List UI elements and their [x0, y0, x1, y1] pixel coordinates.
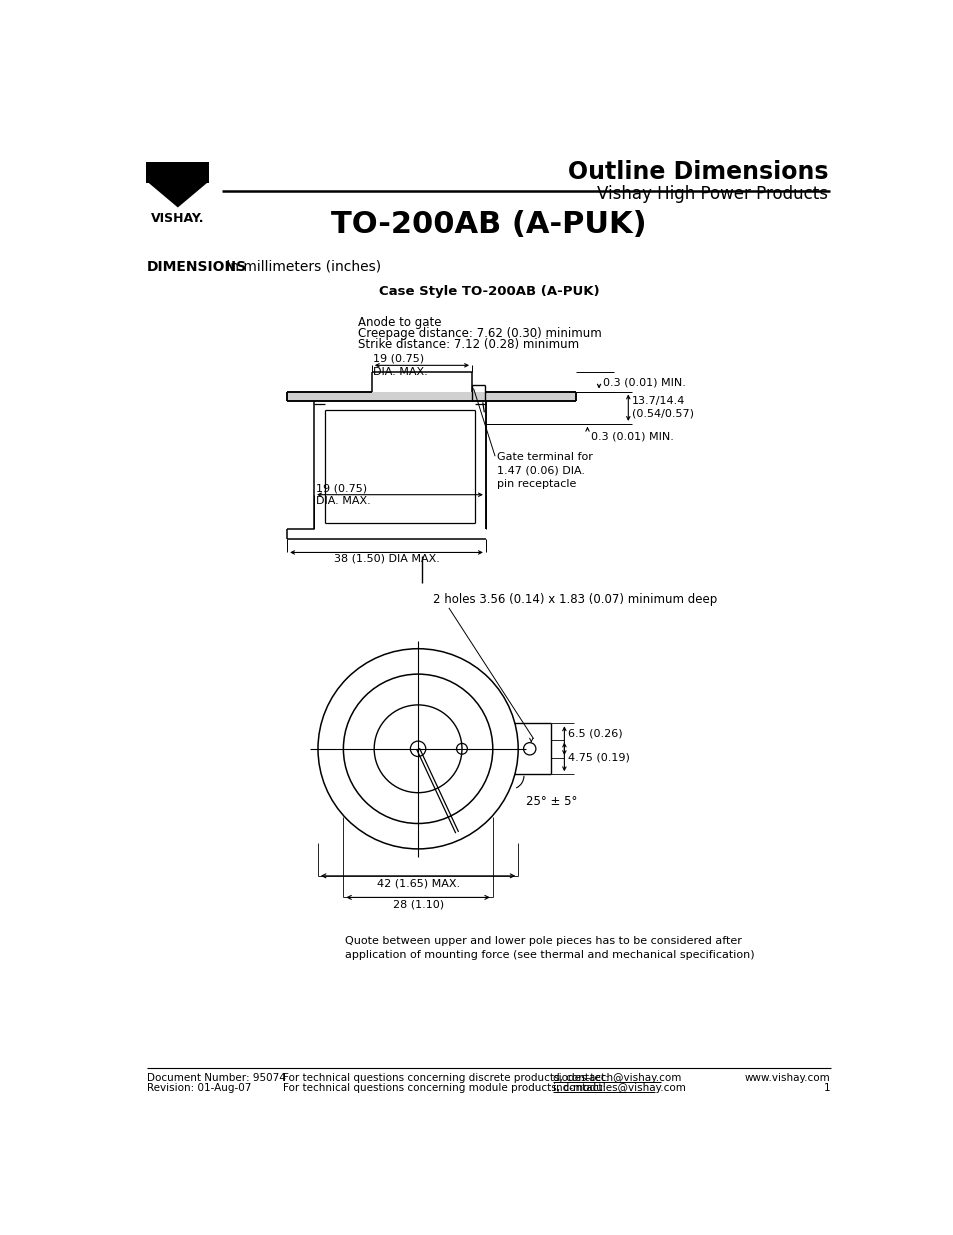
Text: 19 (0.75): 19 (0.75): [316, 483, 367, 493]
Text: Case Style TO-200AB (A-PUK): Case Style TO-200AB (A-PUK): [378, 285, 598, 299]
Text: 28 (1.10): 28 (1.10): [392, 900, 443, 910]
Text: DIMENSIONS: DIMENSIONS: [147, 259, 247, 274]
Text: Gate terminal for
1.47 (0.06) DIA.
pin receptacle: Gate terminal for 1.47 (0.06) DIA. pin r…: [497, 452, 593, 489]
Text: Creepage distance: 7.62 (0.30) minimum: Creepage distance: 7.62 (0.30) minimum: [357, 327, 601, 340]
Text: Anode to gate: Anode to gate: [357, 316, 441, 329]
Text: 42 (1.65) MAX.: 42 (1.65) MAX.: [376, 878, 459, 888]
Text: Quote between upper and lower pole pieces has to be considered after
application: Quote between upper and lower pole piece…: [345, 936, 754, 960]
Text: 13.7/14.4
(0.54/0.57): 13.7/14.4 (0.54/0.57): [632, 396, 694, 419]
Polygon shape: [149, 183, 207, 207]
Bar: [287, 391, 576, 401]
Text: Outline Dimensions: Outline Dimensions: [567, 159, 827, 184]
Text: 25° ± 5°: 25° ± 5°: [525, 795, 577, 808]
Text: DIA. MAX.: DIA. MAX.: [316, 496, 371, 506]
Text: diodes-tech@vishay.com: diodes-tech@vishay.com: [552, 1073, 681, 1083]
Text: VISHAY.: VISHAY.: [151, 212, 204, 225]
Text: 6.5 (0.26): 6.5 (0.26): [568, 727, 622, 739]
Text: ind-modules@vishay.com: ind-modules@vishay.com: [552, 1083, 685, 1093]
Text: 19 (0.75): 19 (0.75): [373, 353, 424, 364]
Text: 1: 1: [822, 1083, 829, 1093]
Text: TO-200AB (A-PUK): TO-200AB (A-PUK): [331, 210, 646, 238]
Bar: [146, 162, 210, 183]
Text: Revision: 01-Aug-07: Revision: 01-Aug-07: [147, 1083, 252, 1093]
Text: 38 (1.50) DIA MAX.: 38 (1.50) DIA MAX.: [334, 555, 439, 564]
Text: Document Number: 95074: Document Number: 95074: [147, 1073, 286, 1083]
Text: 2 holes 3.56 (0.14) x 1.83 (0.07) minimum deep: 2 holes 3.56 (0.14) x 1.83 (0.07) minimu…: [433, 593, 717, 606]
Text: in millimeters (inches): in millimeters (inches): [221, 259, 380, 274]
Text: 4.75 (0.19): 4.75 (0.19): [568, 752, 629, 763]
Text: 0.3 (0.01) MIN.: 0.3 (0.01) MIN.: [591, 431, 674, 442]
Text: Vishay High Power Products: Vishay High Power Products: [597, 185, 827, 204]
Text: www.vishay.com: www.vishay.com: [743, 1073, 829, 1083]
Text: DIA. MAX.: DIA. MAX.: [373, 367, 428, 377]
Text: For technical questions concerning discrete products, contact:: For technical questions concerning discr…: [283, 1073, 612, 1083]
Text: Strike distance: 7.12 (0.28) minimum: Strike distance: 7.12 (0.28) minimum: [357, 337, 578, 351]
Text: For technical questions concerning module products, contact:: For technical questions concerning modul…: [283, 1083, 609, 1093]
Text: 0.3 (0.01) MIN.: 0.3 (0.01) MIN.: [602, 378, 685, 388]
